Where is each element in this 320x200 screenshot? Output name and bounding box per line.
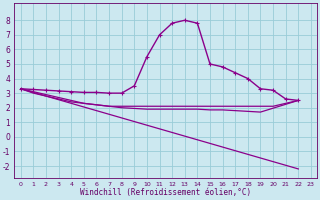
X-axis label: Windchill (Refroidissement éolien,°C): Windchill (Refroidissement éolien,°C) (80, 188, 252, 197)
